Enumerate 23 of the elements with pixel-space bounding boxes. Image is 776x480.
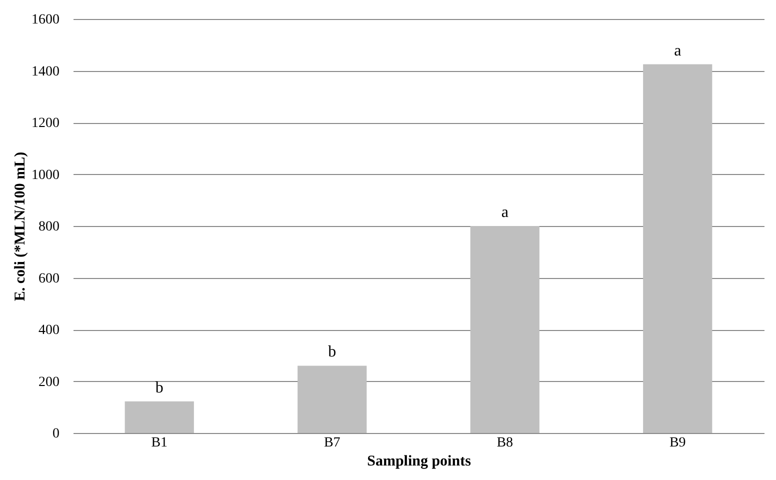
y-tick-label: 1200 [32,116,60,131]
y-tick-label: 400 [38,323,60,338]
annotation: b [155,379,164,396]
bar [124,401,194,433]
y-tick-label: 0 [52,426,60,442]
y-tick-label: 1600 [32,12,60,28]
y-tick-label: 800 [38,220,60,234]
bar [643,64,712,433]
bar [470,226,540,433]
y-tick-label: 200 [38,374,60,390]
x-tick-label: B1 [151,436,168,450]
x-axis-title: Sampling points [367,454,472,470]
y-tick-label: 600 [38,271,60,286]
y-axis-title: E. coli (*MLN/100 mL) [12,152,28,302]
annotation: b [328,344,336,361]
annotation: a [674,42,682,60]
x-tick-label: B8 [496,436,514,450]
y-tick-label: 1400 [32,64,60,80]
bar [298,366,367,433]
y-tick-label: 1000 [32,168,60,183]
x-tick-label: B7 [324,436,340,450]
x-tick-label: B9 [669,436,686,450]
annotation: a [501,204,508,221]
